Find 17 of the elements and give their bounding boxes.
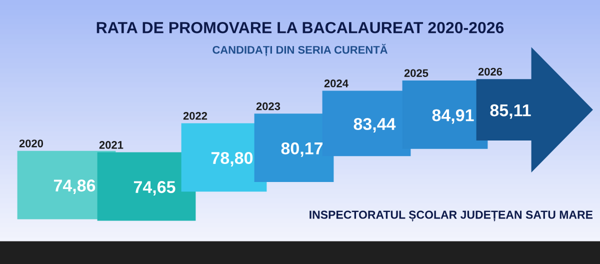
category-label: 2020 [19, 140, 44, 148]
category-label: 2026 [478, 68, 502, 76]
text: CANDIDAȚI DIN SERIA CURENTĂ [212, 44, 388, 56]
data-label: 80,17 [281, 142, 323, 157]
text: RATA DE PROMOVARE LA BACALAUREAT 2020-2026 [96, 22, 504, 34]
category-label: 2023 [256, 102, 280, 110]
data-label: 85,11 [490, 104, 531, 119]
data-label: 78,80 [211, 152, 253, 166]
data-label: 74,86 [54, 180, 96, 194]
data-label: 84,91 [432, 109, 474, 124]
category-label: 2022 [183, 112, 208, 120]
data-label: 74,65 [134, 181, 176, 196]
category-label: 2025 [404, 69, 428, 78]
data-label: 83,44 [354, 118, 396, 132]
category-label: 2021 [99, 141, 124, 149]
category-label: 2024 [324, 80, 348, 88]
text: INSPECTORATUL ȘCOLAR JUDEȚEAN SATU MARE [310, 210, 593, 222]
